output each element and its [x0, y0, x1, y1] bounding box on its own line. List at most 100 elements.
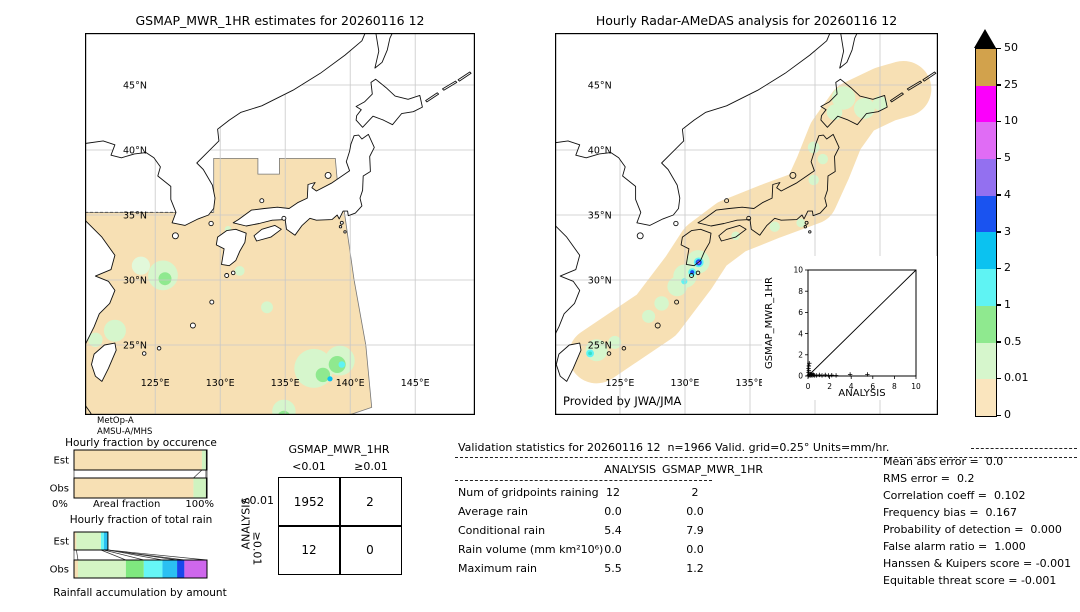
- divider-top: [455, 457, 1077, 458]
- stat-row-label: Average rain: [458, 505, 528, 518]
- inset-ylabel: GSMAP_MWR_1HR: [764, 277, 775, 369]
- bar-segment: [74, 478, 194, 498]
- axis-label: Areal fraction: [92, 499, 161, 510]
- colorbar-segment: [976, 195, 996, 233]
- colorbar-tick: [996, 377, 1001, 380]
- rain-cell: [261, 301, 273, 314]
- scatter-point: [865, 372, 870, 377]
- colorbar-segment: [976, 49, 996, 86]
- bar-segment: [77, 560, 126, 578]
- lon-label: 135°E: [736, 378, 765, 389]
- cell-hit: 0: [366, 543, 374, 557]
- lat-label: 25°N: [123, 341, 147, 352]
- colorbar-tick: [996, 414, 1001, 416]
- stat-analysis-value: 5.5: [604, 562, 622, 575]
- rain-cells-layer: [88, 185, 355, 415]
- lon-label: 130°E: [671, 378, 700, 389]
- lon-label: 145°E: [401, 378, 430, 389]
- lat-label: 45°N: [123, 81, 147, 92]
- tick-labels-layer: 45°N 40°N 35°N 30°N 25°N 125°E 130°E 135°E 140°E…: [123, 81, 430, 390]
- inset-xlabel: ANALYSIS: [838, 388, 885, 399]
- map-frame: [85, 33, 475, 415]
- colorbar-level-label: 1: [1004, 297, 1011, 311]
- right-map-radar: 45°N 40°N 35°N 30°N 25°N 125°E 130°E 135°E: [555, 33, 938, 415]
- contingency-row-header-2: ≥0.01: [250, 531, 264, 566]
- y-tick-label: 0: [798, 372, 803, 381]
- colorbar-level-label: 0.01: [1004, 371, 1029, 385]
- category-label: Est: [54, 456, 70, 467]
- connector-line: [107, 549, 185, 561]
- bar-segment: [201, 450, 206, 470]
- colorbar-tick: [996, 194, 1001, 196]
- rain-cell: [234, 266, 245, 276]
- rain-cell: [272, 399, 296, 415]
- x-tick-label: 2: [827, 382, 832, 391]
- lon-label: 125°E: [606, 378, 635, 389]
- colorbar-segment: [976, 85, 996, 123]
- right-map-title: Hourly Radar-AMeDAS analysis for 2026011…: [595, 13, 898, 28]
- colorbar-tick: [996, 267, 1001, 270]
- rain-cell: [608, 335, 622, 349]
- bar-segment: [143, 560, 163, 578]
- bar-segment: [76, 532, 101, 550]
- x-tick-label: 10: [911, 382, 921, 391]
- bar-outline: [73, 477, 208, 499]
- rain-cell: [731, 231, 740, 241]
- colorbar-segment: [976, 269, 996, 306]
- bar-segment: [177, 560, 185, 578]
- colorbar-segment: [976, 159, 996, 196]
- score-line: Probability of detection = 0.000: [883, 523, 1062, 536]
- sensor-instrument: AMSU-A/MHS: [97, 427, 153, 437]
- bar-segment: [125, 560, 144, 578]
- rain-cell: [327, 376, 333, 382]
- y-tick-label: 6: [798, 308, 803, 317]
- bar-segment: [74, 450, 202, 470]
- validation-stats-block: Validation statistics for 20260116 12 n=…: [455, 441, 1080, 611]
- colorbar-segment: [976, 232, 996, 270]
- bar-segment: [103, 532, 108, 550]
- sensor-label: MetOp-A AMSU-A/MHS: [97, 416, 152, 438]
- colorbar-level-label: 4: [1004, 187, 1011, 201]
- lon-label: 135°E: [271, 378, 300, 389]
- cell-miss: 12: [301, 543, 317, 557]
- colorbar-level-label: 50: [1004, 41, 1018, 54]
- rain-cell: [158, 272, 172, 286]
- inset-scatter-plot: 0 2 4 6 8 10 0 2 4 6 8 10 ANALYSIS GSMAP_MWR_1HR: [762, 256, 937, 400]
- header-trailing-dashes: [971, 448, 1077, 449]
- lat-label: 45°N: [588, 81, 612, 92]
- score-line: False alarm ratio = 1.000: [883, 540, 1026, 553]
- rain-cell: [817, 153, 828, 165]
- tick-labels-layer: 45°N 40°N 35°N 30°N 25°N 125°E 130°E 135°E: [588, 81, 765, 390]
- score-line: RMS error = 0.2: [883, 472, 975, 485]
- stat-analysis-value: 12: [606, 486, 620, 499]
- colorbar-tick: [996, 341, 1001, 343]
- validation-header: Validation statistics for 20260116 12 n=…: [458, 441, 890, 454]
- category-label: Est: [54, 537, 70, 548]
- grid-divider-h: [279, 525, 401, 527]
- bar-segment: [74, 532, 77, 550]
- score-line: Equitable threat score = -0.001: [883, 574, 1057, 587]
- lon-label: 140°E: [336, 378, 365, 389]
- scatter-point: [817, 372, 822, 378]
- stat-row-label: Conditional rain: [458, 524, 546, 537]
- connector-line: [193, 469, 203, 479]
- bar-segment: [74, 560, 78, 578]
- lat-label: 40°N: [588, 146, 612, 157]
- lon-label: 125°E: [141, 378, 170, 389]
- left-map-title: GSMAP_MWR_1HR estimates for 20260116 12: [135, 13, 425, 28]
- sensor-platform: MetOp-A: [97, 416, 134, 426]
- rain-cell: [808, 174, 819, 186]
- valtable-col-gsmap: GSMAP_MWR_1HR: [661, 463, 764, 476]
- occurrence-axis: 0% Areal fraction 100%: [52, 499, 214, 510]
- connector-line: [107, 549, 208, 561]
- scatter-point: [829, 372, 834, 378]
- colorbar-level-label: 10: [1004, 114, 1018, 128]
- colorbar-overflow-triangle: [974, 29, 996, 48]
- lat-label: 30°N: [588, 276, 612, 287]
- score-line: Correlation coeff = 0.102: [883, 489, 1026, 502]
- bar-outline: [73, 559, 208, 579]
- rain-cell: [826, 104, 843, 121]
- colorbar-tick: [996, 231, 1001, 233]
- cell-hit-none: 1952: [293, 495, 325, 509]
